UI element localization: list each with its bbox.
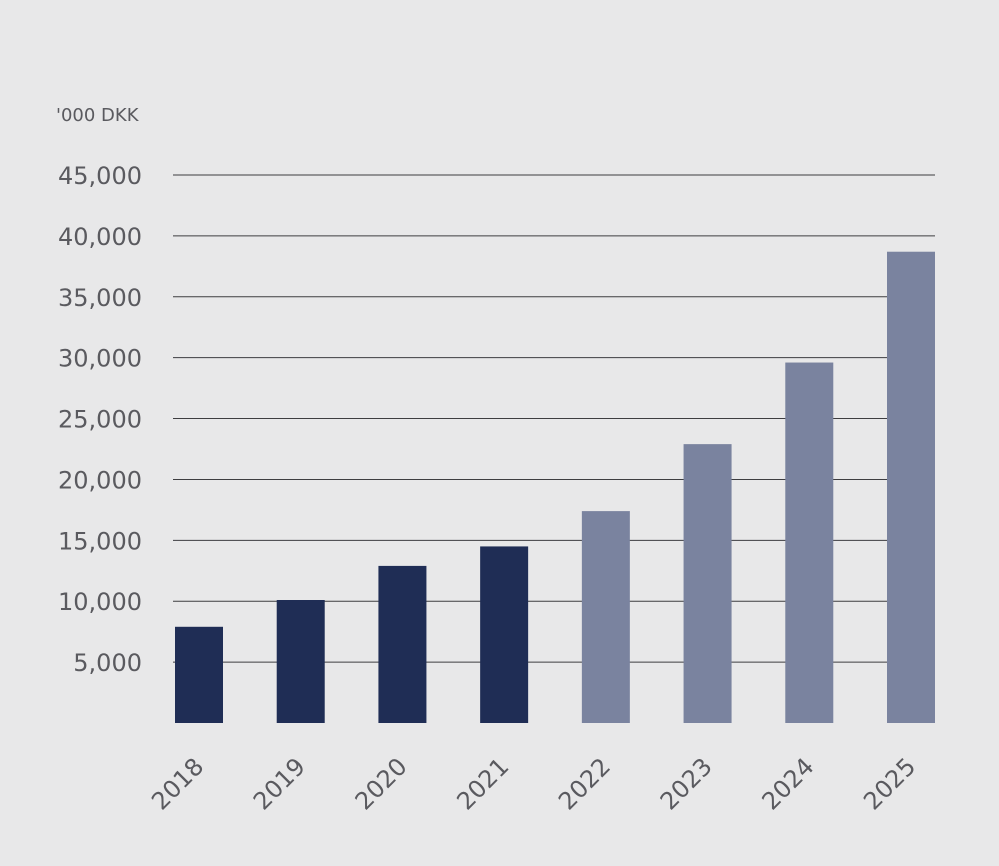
x-axis-ticks: 2018 2019 2020 2021 2022 2023 2024 2025 xyxy=(146,752,921,815)
bar-2020 xyxy=(378,565,427,723)
y-tick-label: 35,000 xyxy=(58,284,142,312)
bar-2024 xyxy=(785,362,834,723)
y-tick-label: 10,000 xyxy=(58,588,142,616)
x-tick-label: 2020 xyxy=(350,752,413,815)
x-tick-label: 2021 xyxy=(451,752,514,815)
bar-2021 xyxy=(480,546,529,723)
y-axis-unit-label: '000 DKK xyxy=(56,105,140,126)
x-tick-label: 2024 xyxy=(757,752,820,815)
x-tick-label: 2019 xyxy=(248,752,311,815)
bars xyxy=(175,251,935,723)
bar-2019 xyxy=(276,600,325,723)
x-tick-label: 2018 xyxy=(146,752,209,815)
x-tick-label: 2022 xyxy=(553,752,616,815)
bar-2025 xyxy=(887,251,935,723)
y-tick-label: 25,000 xyxy=(58,406,142,434)
y-axis-ticks: 5,000 10,000 15,000 20,000 25,000 30,000 35,00… xyxy=(58,162,142,677)
bar-2022 xyxy=(581,511,630,723)
y-tick-label: 40,000 xyxy=(58,223,142,251)
y-tick-label: 30,000 xyxy=(58,345,142,373)
x-tick-label: 2025 xyxy=(858,752,921,815)
y-tick-label: 5,000 xyxy=(73,649,142,677)
bar-2018 xyxy=(175,626,223,723)
bar-2023 xyxy=(683,444,732,723)
y-tick-label: 20,000 xyxy=(58,466,142,494)
y-tick-label: 15,000 xyxy=(58,527,142,555)
x-tick-label: 2023 xyxy=(655,752,718,815)
y-tick-label: 45,000 xyxy=(58,162,142,190)
